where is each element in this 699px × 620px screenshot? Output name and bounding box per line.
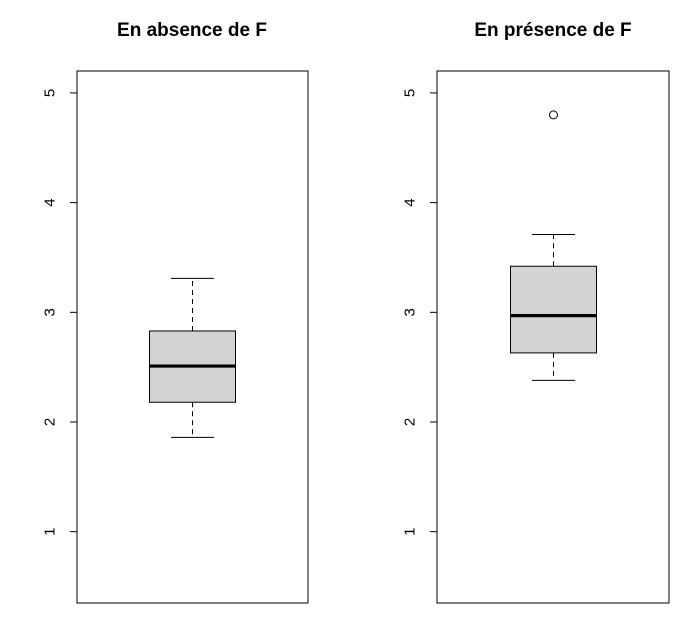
panel-title-absence: En absence de F: [117, 20, 267, 41]
y-tick-label: 2: [402, 418, 419, 426]
y-tick-label: 2: [42, 418, 59, 426]
iqr-box: [510, 265, 597, 354]
panel-absence: En absence de F 1 2 3 4 5: [42, 20, 309, 604]
y-tick-label: 5: [402, 89, 419, 97]
y-tick-label: 1: [402, 528, 419, 536]
y-tick-label: 1: [42, 528, 59, 536]
panel-presence: En présence de F 1 2 3 4 5: [402, 20, 670, 604]
plot-frame: [76, 70, 309, 604]
outlier-point: [549, 110, 558, 120]
y-tick-label: 3: [402, 308, 419, 316]
panel-title-presence: En présence de F: [474, 20, 631, 41]
y-tick-label: 5: [42, 89, 59, 97]
y-tick-label: 4: [402, 198, 419, 206]
y-tick-label: 4: [42, 198, 59, 206]
plot-frame: [436, 70, 670, 604]
y-tick-label: 3: [42, 308, 59, 316]
